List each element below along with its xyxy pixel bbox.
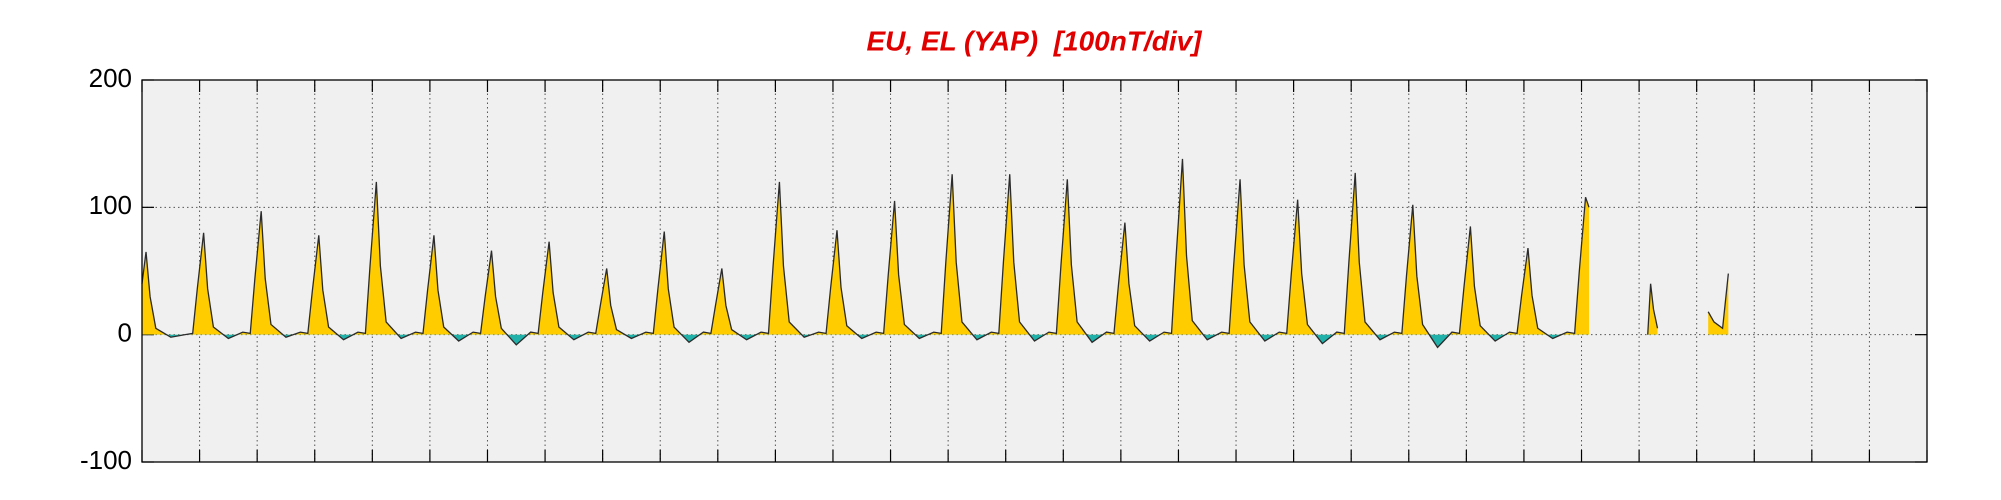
plot-frame bbox=[141, 79, 1928, 463]
y-tick-label: 100 bbox=[89, 190, 132, 220]
area-negative bbox=[142, 334, 1589, 348]
data-line bbox=[141, 158, 1590, 349]
y-tick-label: -100 bbox=[80, 445, 132, 475]
data-line bbox=[1647, 283, 1659, 335]
y-tick-label: 200 bbox=[89, 63, 132, 93]
plot-background bbox=[142, 80, 1927, 462]
y-tick-label: 0 bbox=[118, 318, 132, 348]
area-positive bbox=[1708, 273, 1729, 335]
data-line bbox=[1707, 273, 1729, 330]
chart-title: EU, EL (YAP) [100nT/div] bbox=[866, 25, 1203, 56]
